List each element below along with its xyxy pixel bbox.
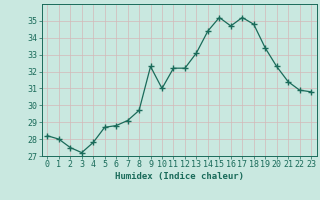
X-axis label: Humidex (Indice chaleur): Humidex (Indice chaleur) (115, 172, 244, 181)
